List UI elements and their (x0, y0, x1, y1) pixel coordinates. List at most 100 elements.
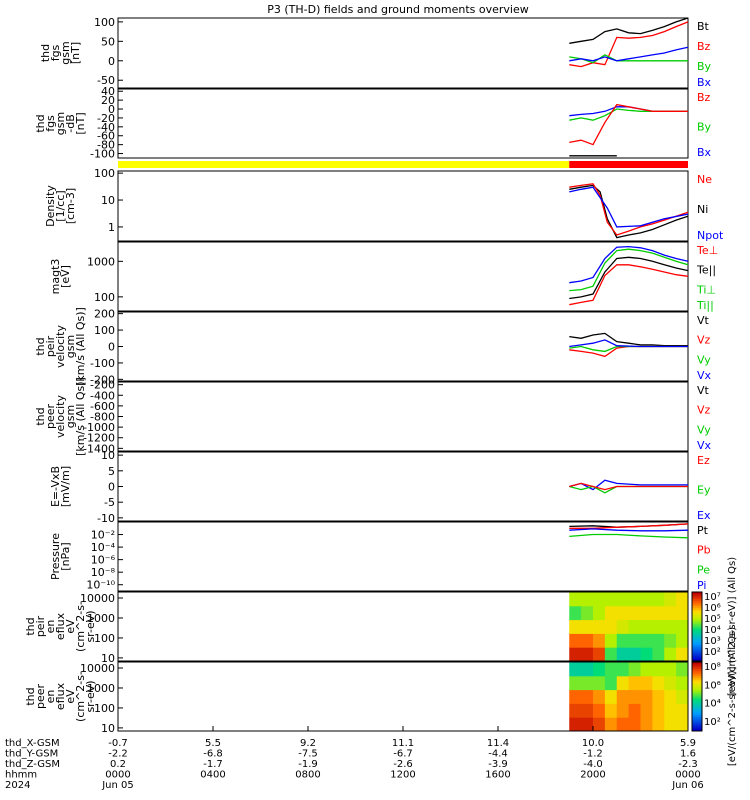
colorbar-cell (692, 635, 702, 639)
heatmap-cell (676, 717, 689, 732)
heatmap-cell (640, 717, 653, 732)
y-tick-label: 0 (108, 55, 115, 68)
legend-entry: Vx (697, 439, 712, 452)
y-tick-label: -1000 (83, 421, 115, 434)
x-tick-label-x: 11.1 (392, 738, 414, 749)
colorbar-cell (692, 626, 702, 630)
series-line-Bt (569, 17, 689, 44)
colorbar-cell (692, 694, 702, 697)
panel-frame (117, 241, 689, 312)
chart-title: P3 (TH-D) fields and ground moments over… (267, 3, 529, 16)
heatmap-cell (652, 703, 665, 718)
colorbar-cell (692, 656, 702, 660)
series-line-Pe (569, 533, 689, 539)
x-row-label: thd_X-GSM (5, 738, 60, 749)
y-tick-label: 0 (108, 481, 115, 494)
legend-entry: Pb (697, 544, 711, 557)
series-line-Vt (569, 332, 688, 347)
heatmap-cell (616, 619, 630, 634)
heatmap-cell (616, 662, 630, 677)
legend-entry: Ti|| (696, 299, 714, 312)
y-axis-label: fgs (49, 44, 62, 61)
y-tick-label: 10 (101, 449, 115, 462)
heatmap-cell (664, 717, 677, 732)
y-axis-label: [nT] (74, 112, 87, 134)
y-axis-label: [nT] (69, 42, 82, 64)
heatmap-cell (593, 592, 606, 607)
legend-entry: Ey (697, 484, 711, 497)
heatmap-cell (676, 662, 689, 677)
y-axis-label: eflux (54, 682, 67, 710)
legend-entry: Te⊥ (696, 244, 718, 257)
legend-entry: Bt (697, 20, 710, 33)
heatmap-cell (640, 703, 653, 718)
colorbar-cell (692, 594, 702, 598)
y-axis-label: [nPa] (59, 542, 72, 570)
mode-bar-segment (118, 161, 570, 168)
x-tick-label-y: 1.6 (680, 749, 696, 760)
colorbar-cell (692, 621, 702, 625)
colorbar-cell (692, 624, 702, 627)
series-line-By (569, 54, 688, 64)
y-axis-label: thd (39, 44, 52, 62)
colorbar-cell (692, 631, 702, 634)
y-tick-label: 10000 (80, 662, 115, 675)
colorbar-cell (692, 673, 702, 677)
heatmap-cell (640, 605, 653, 621)
colorbar-cell (692, 696, 702, 700)
heatmap-cell (616, 605, 630, 621)
legend-entry: Bz (697, 40, 711, 53)
x-tick-label-y: -1.2 (583, 749, 603, 760)
heatmap-cell (676, 703, 689, 718)
heatmap-cell (628, 633, 641, 648)
x-row-label: hhmm (5, 770, 37, 781)
y-axis-label: peer (34, 684, 47, 710)
y-tick-label: 10⁻⁴ (91, 541, 116, 554)
legend-entry: Vt (697, 384, 710, 397)
x-row-label: 2024 (5, 780, 30, 791)
y-tick-label: 1000 (87, 682, 115, 695)
colorbar-cell (692, 608, 702, 611)
heatmap-cell (664, 592, 677, 607)
colorbar-cell (692, 726, 702, 730)
heatmap-cell (604, 662, 618, 677)
x-tick-label-hhmm: 1200 (390, 770, 415, 781)
y-tick-label: 100 (94, 324, 115, 337)
y-tick-label: 100 (94, 632, 115, 645)
x-tick-label-y: -6.7 (393, 749, 413, 760)
heatmap-cell (569, 703, 582, 718)
heatmap-cell (593, 633, 606, 648)
x-tick-label-x: 5.5 (205, 738, 221, 749)
heatmap-cell (652, 647, 665, 662)
y-tick-label: 10⁻¹⁰ (86, 579, 115, 592)
heatmap-cell (569, 633, 582, 648)
legend-entry: Vt (697, 314, 710, 327)
colorbar-cell (692, 603, 702, 607)
y-tick-label: 100 (94, 167, 115, 180)
colorbar-cell (692, 719, 702, 723)
colorbar-cell (692, 612, 702, 616)
heatmap-cell (593, 703, 606, 718)
colorbar-cell (692, 721, 702, 725)
y-tick-label: 100 (94, 702, 115, 715)
heatmap-cell (604, 633, 618, 648)
heatmap-cell (640, 592, 653, 607)
x-tick-label-y: -6.8 (203, 749, 223, 760)
series-line-Bz (569, 103, 688, 146)
x-tick-label-x: 10.0 (582, 738, 604, 749)
colorbar-cell (692, 642, 702, 646)
heatmap-cell (604, 703, 618, 718)
legend-entry: Bx (697, 76, 712, 89)
heatmap-cell (581, 605, 594, 621)
heatmap-cell (569, 647, 582, 662)
heatmap-cell (664, 703, 677, 718)
heatmap-cell (604, 592, 618, 607)
legend-entry: Ex (697, 509, 711, 522)
y-tick-label: 0 (108, 103, 115, 116)
legend-entry: Vz (697, 334, 711, 347)
series-line-Ti|| (569, 248, 689, 292)
x-tick-label-y: -4.4 (488, 749, 508, 760)
heatmap-cell (664, 605, 677, 621)
